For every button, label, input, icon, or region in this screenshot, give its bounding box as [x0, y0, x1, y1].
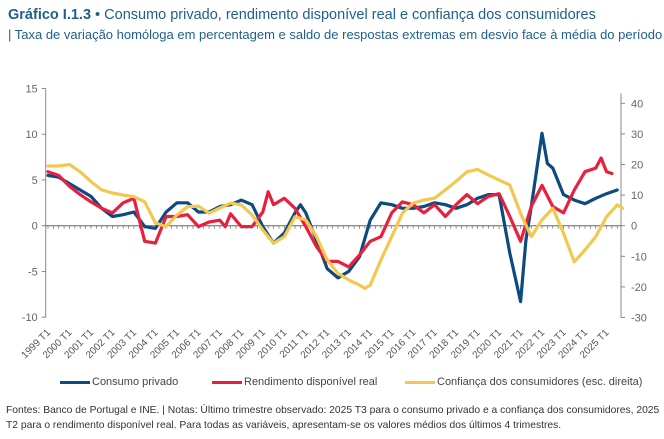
legend-label: Consumo privado	[92, 376, 179, 388]
right-tick-label: 0	[631, 221, 637, 233]
chart-title: Gráfico I.1.3 • Consumo privado, rendime…	[8, 6, 664, 45]
series-line-confianca-consumidores	[46, 162, 625, 290]
footnote: Fontes: Banco de Portugal e INE. | Notas…	[6, 405, 660, 431]
left-tick-label: -10	[22, 312, 38, 324]
left-tick-label: 10	[25, 129, 37, 141]
legend-item: Confiança dos consumidores (esc. direita…	[405, 376, 642, 388]
legend-item: Rendimento disponível real	[212, 376, 377, 388]
legend-swatch	[60, 380, 90, 384]
left-tick-label: 15	[25, 83, 37, 95]
series-line-consumo-privado	[46, 131, 619, 304]
right-tick-label: 20	[631, 160, 643, 172]
legend-label: Confiança dos consumidores (esc. direita…	[437, 376, 643, 388]
title-main: Consumo privado, rendimento disponível r…	[104, 7, 596, 23]
chart-subtitle: | Taxa de variação homóloga em percentag…	[8, 27, 663, 42]
figure-number: Gráfico I.1.3	[8, 7, 92, 23]
right-tick-label: 30	[631, 129, 643, 141]
legend-swatch	[405, 380, 435, 384]
title-bullet: •	[95, 7, 101, 23]
legend-item: Consumo privado	[60, 376, 178, 388]
left-tick-label: -5	[28, 266, 38, 278]
right-tick-label: 10	[631, 190, 643, 202]
left-tick-label: 0	[32, 221, 38, 233]
right-tick-label: -20	[631, 282, 647, 294]
right-tick-label: -30	[631, 313, 647, 325]
right-tick-label: 40	[631, 98, 643, 110]
left-tick-label: 5	[32, 175, 38, 187]
legend-label: Rendimento disponível real	[244, 376, 378, 388]
right-tick-label: -10	[631, 251, 647, 263]
legend-swatch	[212, 380, 242, 384]
